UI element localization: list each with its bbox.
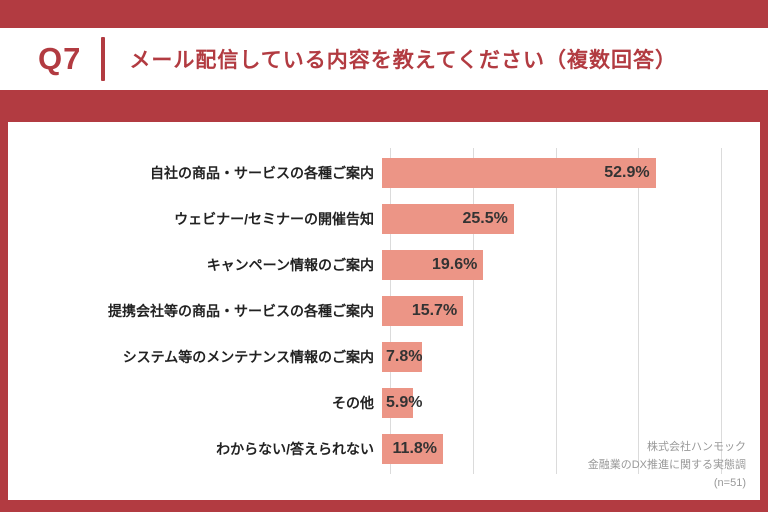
source-line: (n=51): [713, 476, 746, 489]
category-label: ウェビナー/セミナーの開催告知: [174, 211, 374, 227]
bar: [382, 250, 484, 280]
plot-area: 7.8%: [382, 334, 713, 380]
chart-row: 提携会社等の商品・サービスの各種ご案内 15.7%: [8, 288, 760, 334]
gridline: [472, 148, 474, 474]
gridline: [721, 148, 722, 474]
value-label: 11.8%: [392, 440, 438, 457]
bar: [382, 342, 423, 372]
gridline: [638, 148, 640, 474]
category-label: キャンペーン情報のご案内: [206, 257, 374, 273]
chart-row: キャンペーン情報のご案内 19.6%: [8, 242, 760, 288]
category-label: 自社の商品・サービスの各種ご案内: [150, 165, 374, 181]
chart-card: 自社の商品・サービスの各種ご案内 52.9% ウェビナー/セミナーの開催告知 25.5…: [8, 122, 760, 500]
value-label: 25.5%: [462, 210, 508, 227]
value-label: 19.6%: [431, 256, 478, 273]
plot-area: 5.9%: [382, 380, 713, 426]
plot-area: 11.8%: [382, 426, 713, 472]
value-label: 15.7%: [411, 302, 458, 319]
category-label: わからない/答えられない: [216, 441, 374, 457]
chart-row: ウェビナー/セミナーの開催告知 25.5%: [8, 196, 760, 242]
plot-area: 52.9%: [382, 150, 713, 196]
plot-area: 25.5%: [382, 196, 713, 242]
value-label: 7.8%: [386, 348, 423, 365]
chart-row: システム等のメンテナンス情報のご案内 7.8%: [8, 334, 760, 380]
bar: [382, 388, 413, 418]
chart-row: わからない/答えられない 11.8%: [8, 426, 760, 472]
category-label: その他: [332, 395, 374, 411]
source-note: 株式会社ハンモック 金融業のDX推進に関する実態調 (n=51): [588, 438, 746, 492]
bar: [382, 434, 444, 464]
plot-area: 15.7%: [382, 288, 713, 334]
chart-row: 自社の商品・サービスの各種ご案内 52.9%: [8, 150, 760, 196]
bar: [382, 296, 464, 326]
chart-row: その他 5.9%: [8, 380, 760, 426]
bar: [382, 204, 514, 234]
gridline: [555, 148, 557, 474]
source-line: 株式会社ハンモック: [647, 440, 746, 453]
value-label: 5.9%: [386, 394, 423, 411]
header-band: Q7 メール配信している内容を教えてください（複数回答）: [0, 28, 768, 90]
question-number: Q7: [38, 41, 82, 76]
page-title: メール配信している内容を教えてください（複数回答）: [129, 49, 678, 72]
bar-chart: 自社の商品・サービスの各種ご案内 52.9% ウェビナー/セミナーの開催告知 25.5…: [8, 150, 760, 472]
value-label: 52.9%: [604, 164, 650, 181]
header-divider: [101, 37, 106, 81]
category-label: システム等のメンテナンス情報のご案内: [122, 349, 374, 365]
source-line: 金融業のDX推進に関する実態調: [587, 458, 746, 471]
bar: [382, 158, 656, 188]
plot-area: 19.6%: [382, 242, 713, 288]
category-label: 提携会社等の商品・サービスの各種ご案内: [108, 303, 374, 319]
